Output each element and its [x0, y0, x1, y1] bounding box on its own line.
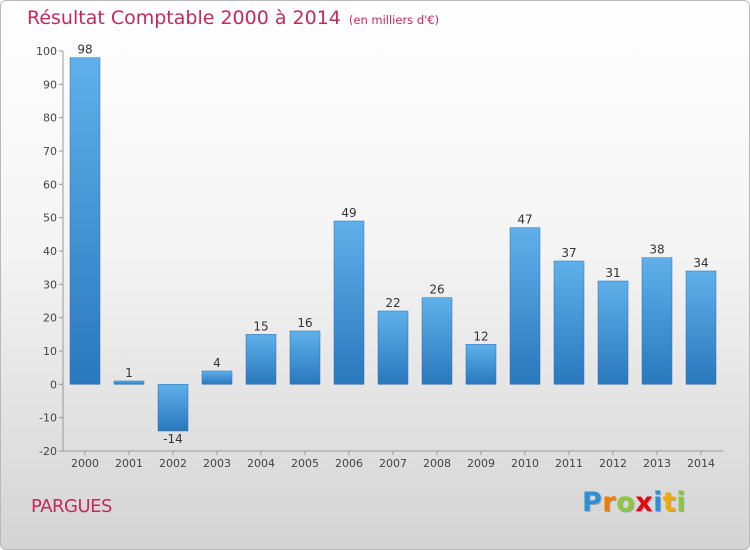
chart-subtitle: (en milliers d'€) — [348, 13, 440, 27]
bar-2006 — [333, 220, 365, 385]
x-tick-label-2001: 2001 — [115, 457, 143, 470]
value-label-2011: 37 — [561, 246, 576, 260]
bar-2000 — [69, 57, 101, 385]
value-label-2004: 15 — [253, 319, 268, 333]
bar-2014 — [685, 270, 717, 385]
y-tick-label: 90 — [43, 78, 57, 91]
value-label-2002: -14 — [163, 432, 183, 446]
x-tick-label-2006: 2006 — [335, 457, 363, 470]
y-tick-label: 50 — [43, 212, 57, 225]
y-tick-label: 60 — [43, 178, 57, 191]
x-tick-label-2014: 2014 — [687, 457, 715, 470]
logo-letter: r — [602, 487, 617, 518]
y-tick-label: 40 — [43, 245, 57, 258]
bar-2007 — [377, 310, 409, 385]
x-tick-label-2000: 2000 — [71, 457, 99, 470]
y-tick-label: 10 — [43, 345, 57, 358]
logo-letter: x — [635, 487, 654, 518]
value-label-2005: 16 — [297, 316, 312, 330]
value-label-2014: 34 — [693, 256, 708, 270]
y-tick-label: 30 — [43, 278, 57, 291]
bar-2002 — [157, 384, 189, 432]
logo-letter: o — [616, 487, 636, 518]
logo-letter: i — [653, 487, 663, 518]
y-tick-label: -10 — [39, 412, 57, 425]
value-label-2009: 12 — [473, 329, 488, 343]
x-tick-label-2011: 2011 — [555, 457, 583, 470]
x-tick-label-2013: 2013 — [643, 457, 671, 470]
bar-2009 — [465, 344, 497, 385]
value-label-2007: 22 — [385, 296, 400, 310]
value-label-2010: 47 — [517, 213, 532, 227]
value-label-2000: 98 — [77, 43, 92, 57]
bar-2011 — [553, 260, 585, 385]
value-label-2013: 38 — [649, 243, 664, 257]
place-name: PARGUES — [31, 496, 112, 517]
chart-labels: 98 2000 1 2001 -14 2002 4 2003 15 2004 16 2005 49 200… — [71, 43, 715, 470]
y-tick-label: 0 — [50, 378, 57, 391]
y-tick-label: 100 — [36, 45, 57, 58]
value-label-2012: 31 — [605, 266, 620, 280]
x-tick-label-2007: 2007 — [379, 457, 407, 470]
bar-2013 — [641, 257, 673, 385]
y-tick-label: 80 — [43, 112, 57, 125]
x-tick-label-2009: 2009 — [467, 457, 495, 470]
x-tick-label-2002: 2002 — [159, 457, 187, 470]
proxiti-logo: Proxiti — [582, 487, 686, 518]
title-text: Résultat Comptable 2000 à 2014 — [27, 7, 341, 29]
bar-2004 — [245, 334, 277, 385]
value-label-2003: 4 — [213, 356, 221, 370]
bar-2005 — [289, 330, 321, 385]
x-tick-label-2004: 2004 — [247, 457, 275, 470]
logo-letter: t — [662, 487, 677, 518]
logo-letter: P — [582, 487, 603, 518]
chart-title: Résultat Comptable 2000 à 2014 (en millie… — [27, 7, 439, 29]
bar-2008 — [421, 297, 453, 385]
value-label-2008: 26 — [429, 283, 444, 297]
x-tick-label-2003: 2003 — [203, 457, 231, 470]
logo-letter: i — [676, 487, 687, 518]
y-tick-label: 20 — [43, 312, 57, 325]
x-tick-label-2010: 2010 — [511, 457, 539, 470]
value-label-2001: 1 — [125, 366, 133, 380]
y-tick-label: -20 — [39, 445, 57, 458]
bar-2003 — [201, 370, 233, 385]
bar-2012 — [597, 280, 629, 385]
bar-2010 — [509, 227, 541, 385]
x-tick-label-2005: 2005 — [291, 457, 319, 470]
y-tick-label: 70 — [43, 145, 57, 158]
bar-2001 — [113, 380, 145, 385]
chart-axes: -20 -10 0 10 20 30 40 50 60 70 80 90 100 — [36, 45, 723, 458]
x-tick-label-2008: 2008 — [423, 457, 451, 470]
chart-bars — [69, 57, 717, 432]
value-label-2006: 49 — [341, 206, 356, 220]
x-tick-label-2012: 2012 — [599, 457, 627, 470]
